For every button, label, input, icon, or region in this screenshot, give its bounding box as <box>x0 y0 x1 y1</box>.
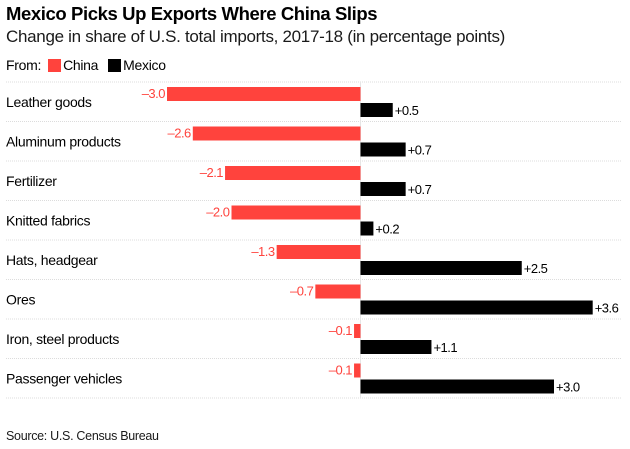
data-label-china: –0.7 <box>290 284 314 299</box>
data-label-mexico: +0.2 <box>375 222 399 237</box>
bar-mexico <box>360 340 432 354</box>
chart-subtitle: Change in share of U.S. total imports, 2… <box>6 27 506 46</box>
data-label-mexico: +3.6 <box>595 301 619 316</box>
bar-china <box>231 205 361 220</box>
legend-label-china: China <box>63 57 99 73</box>
data-label-china: –2.0 <box>206 205 230 220</box>
legend-label-mexico: Mexico <box>123 57 166 73</box>
legend-swatch-mexico <box>108 58 122 72</box>
data-label-mexico: +3.0 <box>556 380 580 395</box>
legend-prefix: From: <box>6 57 42 73</box>
category-label: Ores <box>6 292 35 308</box>
chart-title: Mexico Picks Up Exports Where China Slip… <box>6 3 378 24</box>
legend-item-mexico: Mexico <box>108 57 166 73</box>
category-label: Fertilizer <box>6 173 57 189</box>
bar-mexico <box>360 261 522 275</box>
category-label: Iron, steel products <box>6 331 119 347</box>
data-label-china: –2.1 <box>200 165 224 180</box>
bar-mexico <box>360 103 393 117</box>
data-label-china: –3.0 <box>142 86 166 101</box>
bar-mexico <box>360 221 374 236</box>
bar-china <box>225 166 361 180</box>
bar-china <box>354 324 361 338</box>
bar-mexico <box>360 142 406 157</box>
category-label: Passenger vehicles <box>6 371 122 387</box>
bar-mexico <box>360 182 406 196</box>
data-label-mexico: +2.5 <box>524 261 548 276</box>
legend: From: China Mexico <box>6 57 176 73</box>
bar-china <box>276 245 361 259</box>
category-label: Aluminum products <box>6 134 121 150</box>
category-label: Hats, headgear <box>6 252 98 268</box>
data-label-mexico: +0.5 <box>395 103 419 118</box>
category-label: Leather goods <box>6 94 92 110</box>
data-label-china: –1.3 <box>251 244 275 259</box>
data-label-china: –0.1 <box>329 363 353 378</box>
legend-item-china: China <box>48 57 98 73</box>
bar-china <box>167 87 361 101</box>
bar-china <box>354 363 361 378</box>
data-label-mexico: +1.1 <box>433 340 457 355</box>
data-label-mexico: +0.7 <box>408 182 432 197</box>
data-label-china: –0.1 <box>329 323 353 338</box>
data-label-china: –2.6 <box>167 126 191 141</box>
legend-swatch-china <box>48 58 62 72</box>
bar-mexico <box>360 300 593 315</box>
bar-mexico <box>360 379 554 394</box>
category-label: Knitted fabrics <box>6 213 91 229</box>
bar-china <box>192 126 361 141</box>
data-label-mexico: +0.7 <box>408 143 432 158</box>
source-note: Source: U.S. Census Bureau <box>6 429 159 443</box>
bar-china <box>315 284 361 299</box>
